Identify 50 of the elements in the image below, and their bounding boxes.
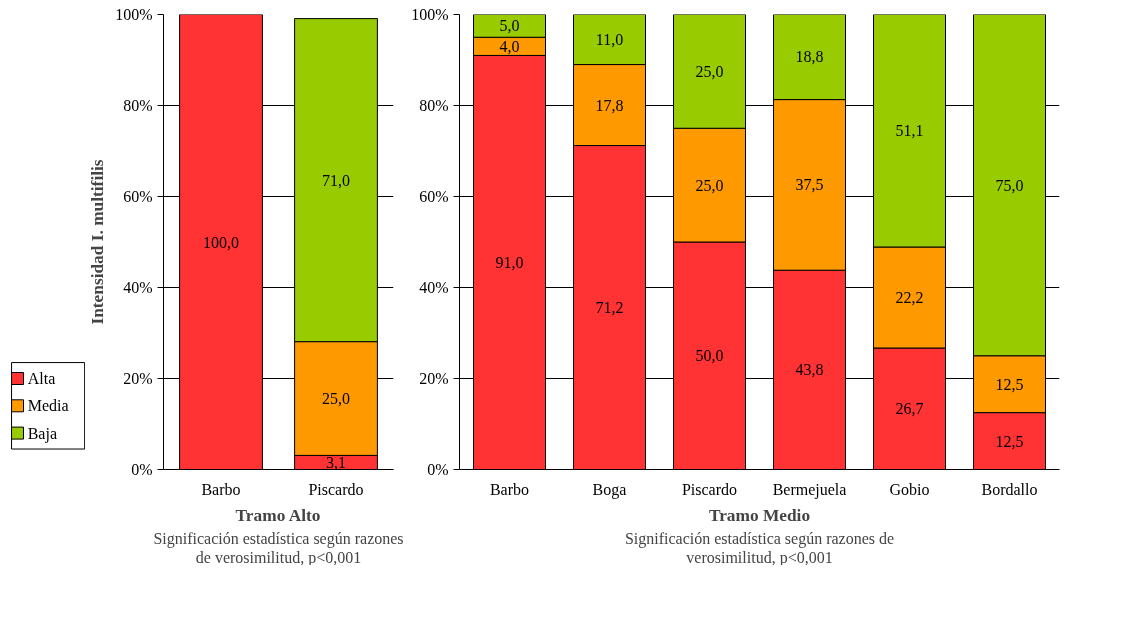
x-tick-label: Piscardo (681, 480, 738, 498)
data-label: 25,0 (695, 62, 724, 80)
legend-label: Alta (27, 370, 56, 387)
data-label: 11,0 (595, 31, 624, 49)
x-tick-label: Barbo (489, 480, 530, 498)
data-label: 12,5 (995, 375, 1024, 393)
x-tick-label: Bermejuela (772, 480, 847, 499)
y-tick-label: 20% (419, 370, 449, 387)
y-tick-label: 100% (411, 6, 449, 23)
data-label: 5,0 (499, 17, 520, 35)
y-tick-label: 20% (123, 370, 153, 387)
data-label: 17,8 (595, 96, 624, 114)
data-label: 71,2 (595, 299, 624, 317)
data-label: 43,8 (795, 361, 824, 379)
x-axis-title: Tramo Alto (235, 505, 321, 525)
x-tick-label: Barbo (201, 480, 241, 498)
x-tick-label: Piscardo (308, 480, 364, 498)
data-label: 25,0 (322, 390, 350, 408)
data-label: 71,0 (322, 171, 350, 189)
y-tick-label: 40% (123, 279, 153, 296)
data-label: 37,5 (795, 176, 824, 194)
data-label: 51,1 (895, 122, 924, 140)
text: Significación estadística según razones de verosimilitud, p<0,001 (153, 529, 404, 567)
y-tick-label: 100% (115, 6, 153, 23)
y-tick-label: 0% (131, 461, 153, 478)
data-label: 75,0 (995, 176, 1024, 194)
x-tick-label: Gobio (889, 480, 930, 498)
legend-label: Media (27, 397, 69, 415)
y-tick-label: 80% (123, 97, 153, 114)
legend-label: Baja (27, 424, 58, 443)
data-label: 91,0 (495, 253, 524, 271)
data-label: 50,0 (695, 347, 724, 365)
data-label: 100,0 (203, 233, 239, 251)
data-label: 22,2 (895, 289, 924, 307)
text: Significación estadística según razones de verosimilitud, p<0,001 (624, 529, 895, 567)
y-tick-label: 80% (419, 97, 449, 114)
y-axis-title: Intensidad I. multifilis (88, 159, 108, 325)
data-label: 25,0 (695, 176, 724, 194)
data-label: 12,5 (995, 432, 1024, 450)
data-label: 26,7 (895, 400, 924, 418)
x-tick-label: Bordallo (981, 480, 1038, 498)
data-label: 3,1 (326, 453, 346, 471)
y-tick-label: 40% (419, 279, 449, 296)
data-label: 4,0 (499, 37, 520, 55)
y-tick-label: 60% (123, 188, 153, 205)
data-label: 18,8 (795, 48, 824, 66)
x-axis-title: Tramo Medio (708, 505, 811, 525)
x-tick-label: Boga (592, 480, 627, 499)
y-tick-label: 0% (427, 461, 449, 478)
y-tick-label: 60% (419, 188, 449, 205)
